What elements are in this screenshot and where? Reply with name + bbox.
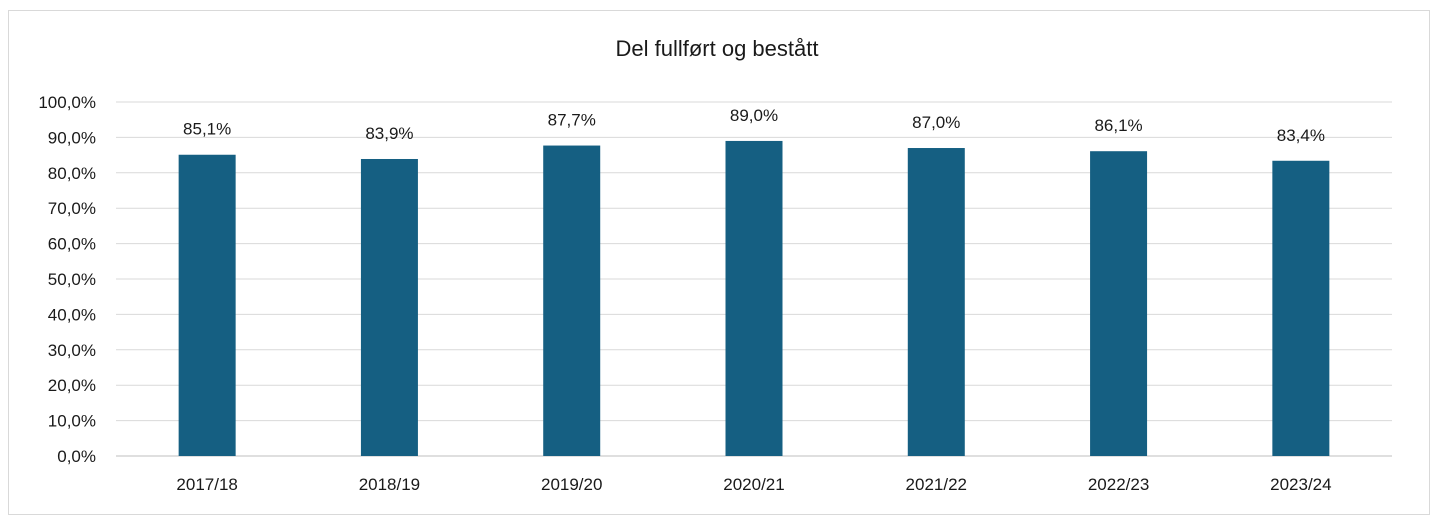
x-tick-label: 2022/23 (1088, 475, 1149, 494)
x-tick-label: 2019/20 (541, 475, 602, 494)
y-tick-label: 90,0% (48, 128, 96, 147)
data-label: 85,1% (183, 120, 231, 139)
y-tick-label: 0,0% (57, 447, 96, 466)
bar (725, 140, 783, 456)
bar (178, 154, 236, 456)
y-tick-label: 50,0% (48, 270, 96, 289)
x-tick-label: 2021/22 (906, 475, 967, 494)
y-tick-label: 100,0% (38, 93, 96, 112)
y-tick-label: 80,0% (48, 164, 96, 183)
y-tick-label: 10,0% (48, 412, 96, 431)
x-tick-label: 2018/19 (359, 475, 420, 494)
bar (1090, 151, 1148, 456)
bar (360, 158, 418, 456)
data-label: 86,1% (1094, 116, 1142, 135)
bar (543, 145, 601, 457)
data-label: 87,7% (548, 111, 596, 130)
bar (907, 148, 965, 456)
data-labels: 85,1% 83,9% 87,7% 89,0% 87,0% 86,1% 83,4% (183, 106, 1325, 145)
data-label: 83,4% (1277, 126, 1325, 145)
x-axis-tick-labels: 2017/18 2018/19 2019/20 2020/21 2021/22 2022/… (176, 475, 1331, 494)
chart-frame (8, 10, 1430, 515)
y-tick-label: 20,0% (48, 376, 96, 395)
y-tick-label: 40,0% (48, 305, 96, 324)
x-tick-label: 2020/21 (723, 475, 784, 494)
y-tick-label: 30,0% (48, 341, 96, 360)
y-axis-tick-labels: 0,0% 10,0% 20,0% 30,0% 40,0% 50,0% 60,0% 70,0% 8… (38, 93, 96, 466)
chart-title: Del fullført og bestått (616, 36, 819, 61)
bars (178, 140, 1330, 457)
data-label: 87,0% (912, 113, 960, 132)
y-tick-label: 60,0% (48, 235, 96, 254)
x-tick-label: 2017/18 (176, 475, 237, 494)
y-tick-label: 70,0% (48, 199, 96, 218)
x-tick-label: 2023/24 (1270, 475, 1331, 494)
data-label: 83,9% (365, 124, 413, 143)
bar (1272, 160, 1330, 457)
data-label: 89,0% (730, 106, 778, 125)
